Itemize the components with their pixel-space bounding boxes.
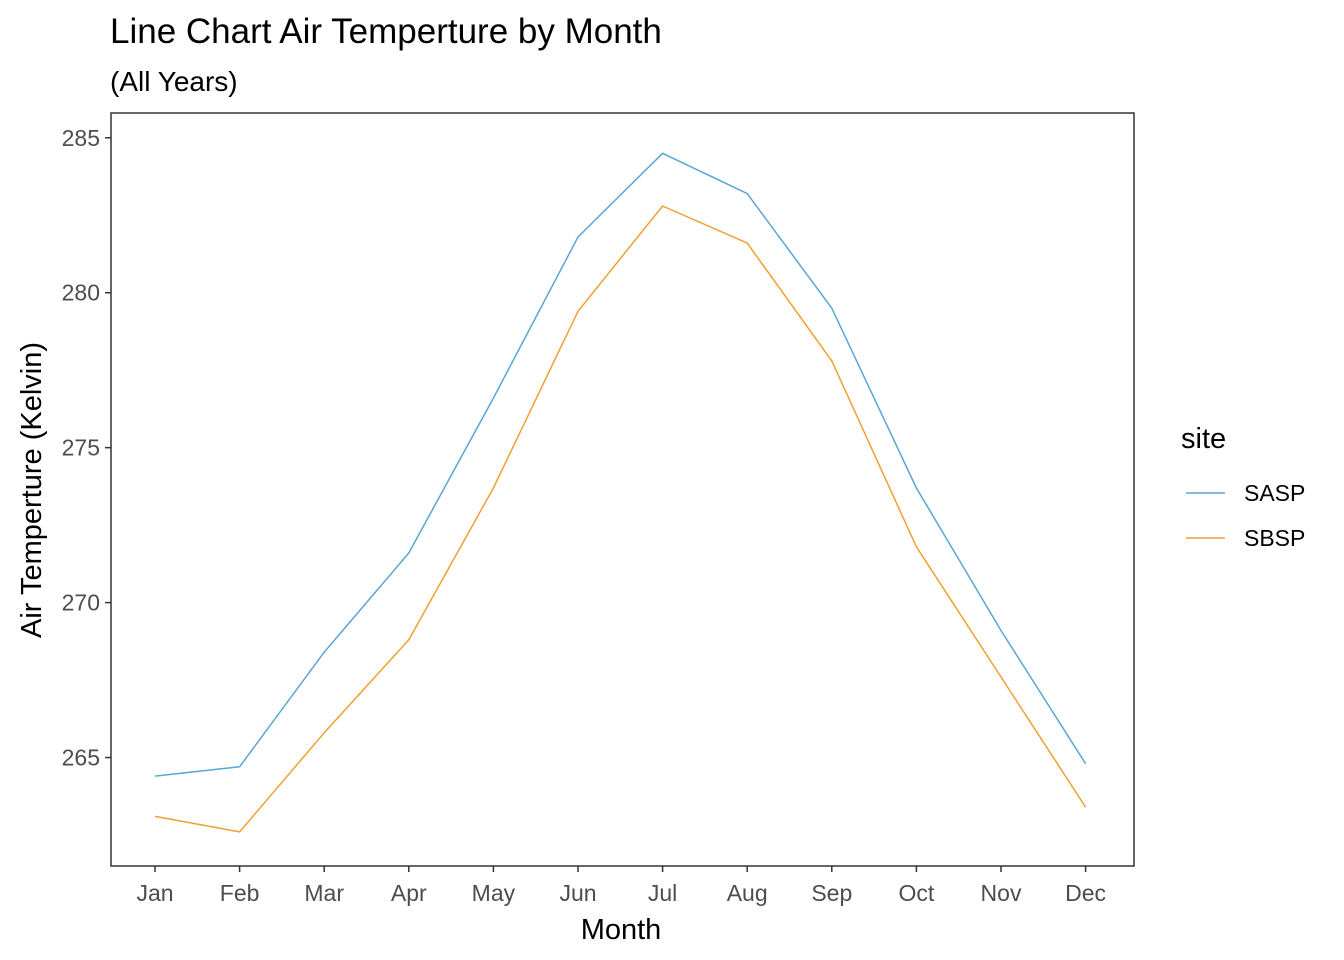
x-tick-label: May [472,880,516,906]
x-tick-label: Aug [727,880,768,906]
y-tick-label: 270 [62,590,100,616]
y-tick-label: 285 [62,125,100,151]
plot-area: 265 270 275 280 285 Jan Feb Mar Apr May Jun Jul Aug S… [62,112,1135,906]
x-tick-label: Jan [136,880,173,906]
y-tick-label: 275 [62,435,100,461]
legend: site SASP SBSP [1181,423,1305,551]
chart-title: Line Chart Air Temperture by Month [110,12,662,51]
y-axis-title: Air Temperture (Kelvin) [16,342,48,638]
x-tick-label: Dec [1065,880,1106,906]
chart-subtitle: (All Years) [110,66,238,97]
y-tick-label: 280 [62,280,100,306]
x-tick-label: Oct [899,880,935,906]
legend-title: site [1181,423,1226,455]
panel-border [110,112,1135,867]
x-tick-label: Feb [220,880,260,906]
series-line-sbsp [154,205,1087,833]
x-axis-title: Month [581,914,662,946]
legend-label-sasp: SASP [1244,480,1305,506]
x-tick-label: Jul [648,880,677,906]
x-tick-label: Apr [391,880,427,906]
x-tick-label: Mar [304,880,344,906]
legend-label-sbsp: SBSP [1244,525,1305,551]
series-line-sasp [154,152,1087,777]
x-tick-label: Jun [559,880,596,906]
x-tick-label: Sep [811,880,852,906]
y-tick-label: 265 [62,745,100,771]
x-tick-label: Nov [981,880,1022,906]
